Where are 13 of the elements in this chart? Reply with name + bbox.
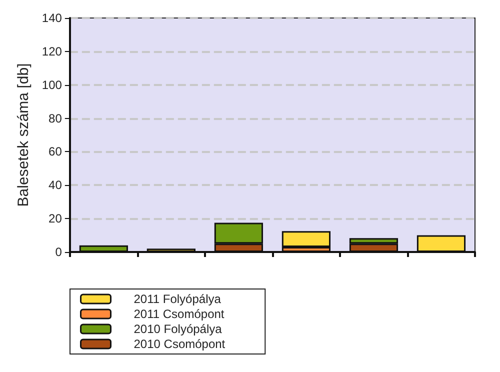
y-tick-label: 40 xyxy=(48,178,62,192)
y-axis-title: Balesetek száma [db] xyxy=(15,63,32,207)
legend-label: 2011 Csomópont xyxy=(134,307,225,321)
y-tick-label: 0 xyxy=(55,245,62,259)
y-tick-label: 100 xyxy=(42,78,62,92)
legend-label: 2010 Folyópálya xyxy=(134,322,222,336)
y-tick-label: 20 xyxy=(48,212,62,226)
y-tick-label: 120 xyxy=(42,44,62,58)
y-tick-label: 140 xyxy=(42,11,62,25)
y-tick-label: 80 xyxy=(48,111,62,126)
y-tick-label: 60 xyxy=(48,144,62,159)
legend-label: 2011 Folyópálya xyxy=(134,292,222,306)
legend-label: 2010 Csomópont xyxy=(134,337,226,351)
